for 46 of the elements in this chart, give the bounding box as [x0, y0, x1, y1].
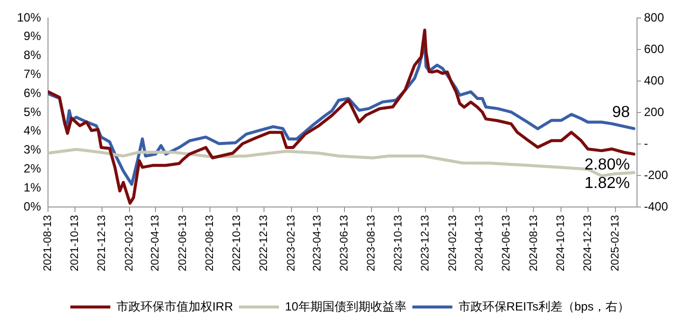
- y-tick-label: 1%: [24, 180, 42, 194]
- legend-label: 10年期国债到期收益率: [284, 299, 406, 314]
- y-tick-label: 5%: [24, 104, 42, 119]
- y2-tick-label: 600: [644, 42, 664, 56]
- y2-tick-label: 200: [644, 104, 664, 119]
- x-tick-label: 2022-08-13: [204, 215, 216, 272]
- x-tick-label: 2023-08-13: [366, 215, 378, 272]
- x-tick-label: 2022-10-13: [230, 215, 243, 272]
- y2-tick-label: -: [644, 136, 648, 150]
- x-tick-label: 2022-04-13: [150, 215, 162, 272]
- y-tick-label: 7%: [24, 67, 42, 82]
- x-tick-label: 2021-12-13: [96, 215, 108, 272]
- x-tick-label: 2023-04-13: [311, 215, 324, 272]
- x-tick-label: 2022-12-13: [258, 215, 270, 272]
- x-tick-label: 2023-06-13: [338, 215, 351, 272]
- x-tick-label: 2022-02-13: [124, 215, 136, 272]
- x-tick-label: 2025-02-13: [609, 215, 622, 272]
- x-tick-label: 2024-02-13: [447, 215, 460, 272]
- x-tick-label: 2024-08-13: [528, 215, 540, 272]
- x-tick-label: 2021-10-13: [69, 215, 82, 272]
- y-tick-label: 0%: [24, 199, 42, 214]
- y2-tick-label: -400: [644, 199, 668, 214]
- y-tick-label: 3%: [24, 142, 42, 157]
- y-tick-label: 10%: [16, 10, 42, 24]
- data-label: 1.82%: [584, 175, 630, 192]
- x-tick-label: 2023-02-13: [285, 215, 298, 272]
- x-tick-label: 2022-06-13: [176, 215, 189, 272]
- x-tick-label: 2024-04-13: [474, 215, 486, 272]
- x-tick-label: 2021-08-13: [42, 215, 54, 272]
- y-tick-label: 9%: [24, 29, 42, 44]
- y2-tick-label: 400: [644, 73, 664, 88]
- x-tick-label: 2024-10-13: [554, 215, 567, 272]
- legend-label: 市政环保REITs利差（bps，右）: [458, 299, 630, 314]
- y2-tick-label: -200: [644, 168, 668, 182]
- y2-tick-label: 800: [644, 10, 664, 24]
- y-tick-label: 6%: [24, 86, 42, 100]
- x-tick-label: 2023-12-13: [420, 215, 432, 272]
- y-tick-label: 8%: [24, 48, 42, 62]
- x-tick-label: 2023-10-13: [392, 215, 405, 272]
- legend-label: 市政环保市值加权IRR: [116, 299, 234, 314]
- data-label: 98: [612, 104, 630, 121]
- x-tick-label: 2024-12-13: [582, 215, 594, 272]
- y-tick-label: 4%: [24, 124, 42, 138]
- y-tick-label: 2%: [24, 162, 42, 176]
- x-tick-label: 2024-06-13: [500, 215, 513, 272]
- data-label: 2.80%: [584, 156, 630, 174]
